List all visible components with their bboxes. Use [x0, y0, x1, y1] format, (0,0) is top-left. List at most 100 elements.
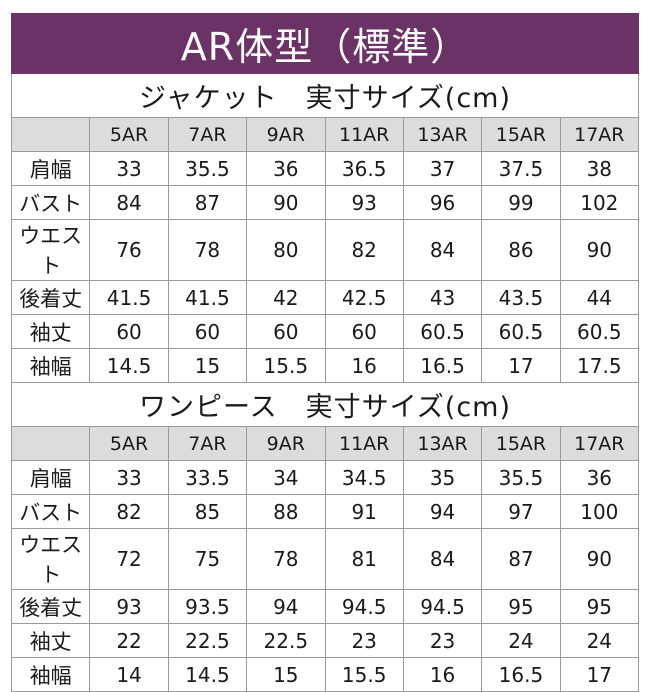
table-cell: 75 — [167, 528, 248, 590]
table-cell: 44 — [559, 280, 640, 315]
table-cell: 60.5 — [402, 314, 483, 349]
size-header-cell: 5AR — [89, 117, 169, 152]
table-cell: 93.5 — [167, 589, 248, 624]
table-cell: 80 — [246, 219, 326, 281]
table-cell: 86 — [481, 219, 561, 281]
table-row: 袖幅 14 14.5 15 15.5 16 16.5 17 — [10, 657, 640, 692]
table-cell: 96 — [402, 185, 483, 220]
table-cell: 42.5 — [324, 280, 404, 315]
size-header-cell: 15AR — [481, 117, 561, 152]
table-cell: 33 — [89, 151, 169, 186]
size-header-row: 5AR 7AR 9AR 11AR 13AR 15AR 17AR — [10, 426, 640, 461]
table-cell: 85 — [167, 494, 248, 529]
table-cell: 94 — [246, 589, 326, 624]
row-label: 袖丈 — [10, 314, 91, 349]
size-header-row: 5AR 7AR 9AR 11AR 13AR 15AR 17AR — [10, 117, 640, 152]
table-cell: 72 — [89, 528, 169, 590]
table-cell: 23 — [402, 623, 483, 658]
row-label: 袖幅 — [10, 657, 91, 692]
size-header-cell: 7AR — [167, 426, 248, 461]
table-cell: 95 — [481, 589, 561, 624]
table-cell: 16.5 — [402, 348, 483, 383]
table-cell: 22.5 — [246, 623, 326, 658]
table-cell: 60 — [89, 314, 169, 349]
size-chart: AR体型（標準） ジャケット 実寸サイズ(cm) 5AR 7AR 9AR 11AR 13A… — [10, 13, 640, 692]
table-cell: 90 — [559, 219, 640, 281]
row-label: ウエスト — [10, 219, 91, 281]
table-cell: 95 — [559, 589, 640, 624]
table-cell: 94.5 — [402, 589, 483, 624]
size-header-cell: 9AR — [246, 426, 326, 461]
table-cell: 43 — [402, 280, 483, 315]
table-cell: 22 — [89, 623, 169, 658]
table-cell: 14.5 — [167, 657, 248, 692]
row-label: 後着丈 — [10, 280, 91, 315]
size-header-cell: 13AR — [402, 426, 483, 461]
table-cell: 76 — [89, 219, 169, 281]
table-cell: 35 — [402, 460, 483, 495]
table-cell: 36.5 — [324, 151, 404, 186]
table-cell: 43.5 — [481, 280, 561, 315]
row-label: 袖丈 — [10, 623, 91, 658]
table-cell: 99 — [481, 185, 561, 220]
table-cell: 87 — [167, 185, 248, 220]
size-table: ジャケット 実寸サイズ(cm) 5AR 7AR 9AR 11AR 13AR 15AR 17AR… — [10, 74, 640, 692]
section-heading: ジャケット 実寸サイズ(cm) — [11, 74, 639, 118]
header-corner-cell — [10, 117, 91, 152]
page-title: AR体型（標準） — [11, 13, 639, 74]
table-cell: 17 — [559, 657, 640, 692]
table-cell: 88 — [246, 494, 326, 529]
table-cell: 100 — [559, 494, 640, 529]
size-header-cell: 15AR — [481, 426, 561, 461]
table-cell: 78 — [167, 219, 248, 281]
section-heading-row: ワンピース 実寸サイズ(cm) — [11, 382, 639, 427]
table-cell: 102 — [559, 185, 640, 220]
table-cell: 16 — [324, 348, 404, 383]
table-cell: 78 — [246, 528, 326, 590]
row-label: 後着丈 — [10, 589, 91, 624]
table-cell: 90 — [559, 528, 640, 590]
table-cell: 93 — [89, 589, 169, 624]
table-cell: 37 — [402, 151, 483, 186]
size-header-cell: 5AR — [89, 426, 169, 461]
section-heading-row: ジャケット 実寸サイズ(cm) — [11, 74, 639, 118]
table-cell: 33.5 — [167, 460, 248, 495]
table-cell: 16.5 — [481, 657, 561, 692]
size-header-cell: 13AR — [402, 117, 483, 152]
table-cell: 60.5 — [559, 314, 640, 349]
table-cell: 60 — [324, 314, 404, 349]
size-header-cell: 11AR — [324, 117, 404, 152]
table-cell: 22.5 — [167, 623, 248, 658]
table-row: 肩幅 33 35.5 36 36.5 37 37.5 38 — [10, 151, 640, 186]
table-cell: 90 — [246, 185, 326, 220]
table-cell: 60.5 — [481, 314, 561, 349]
table-row: 袖幅 14.5 15 15.5 16 16.5 17 17.5 — [10, 348, 640, 383]
table-cell: 15.5 — [246, 348, 326, 383]
table-row: バスト 82 85 88 91 94 97 100 — [10, 494, 640, 529]
table-cell: 82 — [89, 494, 169, 529]
table-row: 肩幅 33 33.5 34 34.5 35 35.5 36 — [10, 460, 640, 495]
row-label: バスト — [10, 494, 91, 529]
table-cell: 97 — [481, 494, 561, 529]
table-cell: 35.5 — [167, 151, 248, 186]
table-cell: 24 — [559, 623, 640, 658]
table-cell: 15 — [167, 348, 248, 383]
table-cell: 60 — [246, 314, 326, 349]
size-header-cell: 7AR — [167, 117, 248, 152]
table-cell: 84 — [402, 219, 483, 281]
table-cell: 35.5 — [481, 460, 561, 495]
table-cell: 24 — [481, 623, 561, 658]
section-heading: ワンピース 実寸サイズ(cm) — [11, 382, 639, 427]
row-label: 肩幅 — [10, 151, 91, 186]
table-cell: 36 — [559, 460, 640, 495]
row-label: 肩幅 — [10, 460, 91, 495]
table-cell: 16 — [402, 657, 483, 692]
table-cell: 34 — [246, 460, 326, 495]
table-cell: 37.5 — [481, 151, 561, 186]
row-label: 袖幅 — [10, 348, 91, 383]
table-cell: 81 — [324, 528, 404, 590]
table-cell: 94.5 — [324, 589, 404, 624]
table-cell: 42 — [246, 280, 326, 315]
table-cell: 34.5 — [324, 460, 404, 495]
table-cell: 60 — [167, 314, 248, 349]
